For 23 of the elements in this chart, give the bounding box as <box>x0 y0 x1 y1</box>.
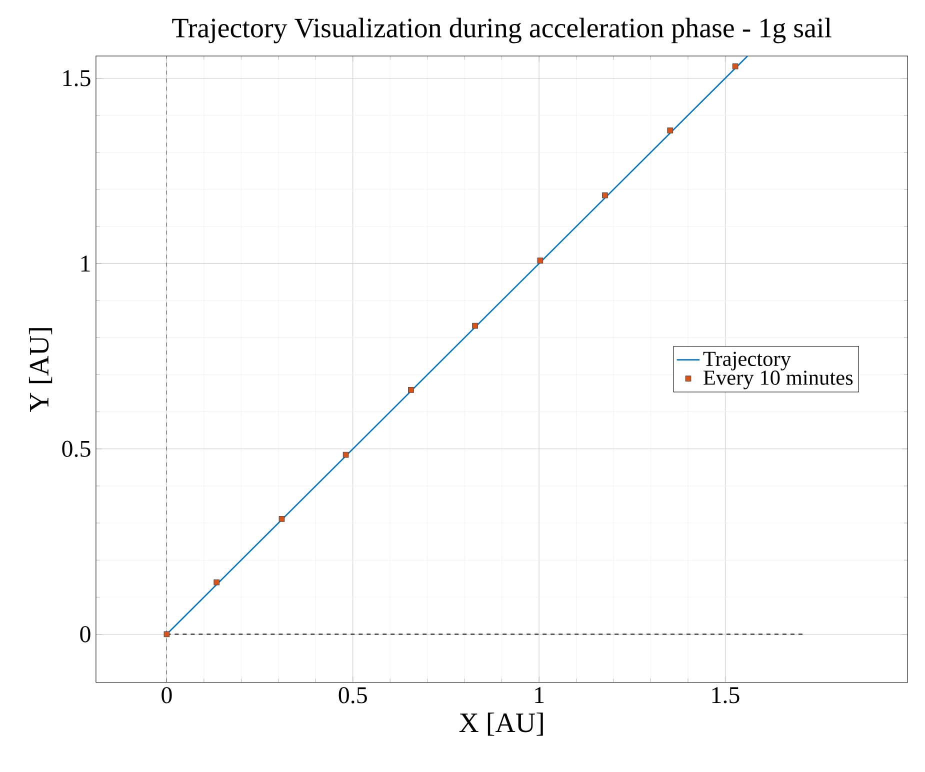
y-tick-label: 0.5 <box>62 440 90 458</box>
y-tick-label: 1.5 <box>63 70 90 86</box>
point <box>408 387 414 394</box>
chart-title: Trajectory Visualization during acceleration phase - 1g sail <box>172 18 832 44</box>
y-tick-label: 0 <box>80 626 90 642</box>
point <box>278 516 285 522</box>
y-tick-label: 1 <box>81 256 90 272</box>
x-tick-label: 1 <box>535 687 544 704</box>
x-axis-title: X [AU] <box>459 712 543 736</box>
y-axis-title: Y [AU] <box>28 328 52 412</box>
point <box>164 631 170 638</box>
legend-label: Every 10 minutes <box>704 370 853 390</box>
x-tick-label: 0 <box>162 687 172 704</box>
point <box>732 64 738 70</box>
point <box>537 258 544 264</box>
x-tick-label: 0.5 <box>338 687 367 704</box>
point <box>472 323 478 329</box>
point <box>342 452 349 458</box>
point <box>667 128 674 134</box>
x-tick-label: 1.5 <box>712 687 740 704</box>
point <box>602 192 608 198</box>
legend-label: Trajectory <box>703 352 791 371</box>
point <box>214 580 220 586</box>
